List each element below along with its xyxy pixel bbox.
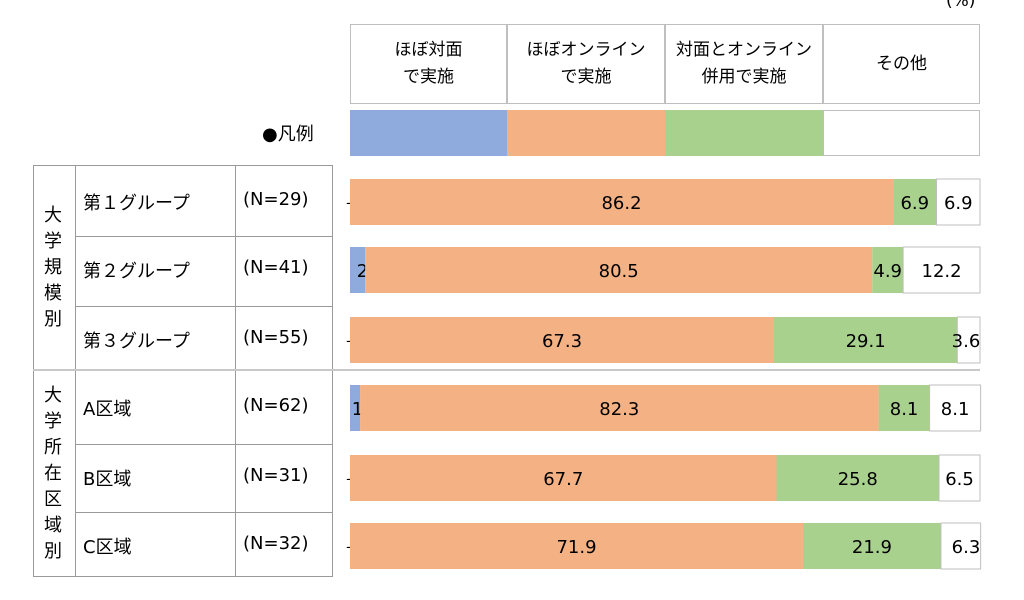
category-label: 第１グループ — [83, 193, 190, 214]
bar-segment-1 — [365, 247, 873, 293]
data-label: 8.1 — [941, 399, 970, 420]
data-label: 8.1 — [890, 399, 919, 420]
bar-segment-3 — [956, 316, 981, 364]
bar-segment-3 — [938, 454, 981, 502]
bar-segment-1 — [350, 179, 894, 225]
data-label: 6.9 — [900, 193, 929, 214]
legend-swatch-2 — [665, 110, 823, 156]
sample-size-label: (N=41) — [243, 257, 309, 278]
legend-label-0: ほぼ対面 で実施 — [350, 24, 507, 104]
data-label: 86.2 — [601, 193, 641, 214]
data-label: 82.3 — [599, 399, 639, 420]
bar-segment-0 — [350, 385, 361, 431]
data-label: 6.5 — [945, 469, 974, 490]
data-label: 67.7 — [543, 469, 583, 490]
sample-size-label: (N=55) — [243, 327, 309, 348]
bar-segment-2 — [773, 317, 958, 363]
data-label: 21.9 — [852, 537, 892, 558]
row-divider — [75, 236, 332, 237]
bar-segment-2 — [776, 455, 940, 501]
data-label: 6.9 — [944, 193, 973, 214]
row-divider — [75, 512, 332, 513]
bar-segment-2 — [872, 247, 904, 293]
data-label: 29.1 — [846, 331, 886, 352]
legend-swatch-1 — [507, 110, 665, 156]
column-divider — [75, 165, 76, 370]
column-divider — [75, 370, 76, 577]
data-label: 67.3 — [542, 331, 582, 352]
data-label: 6.3 — [952, 537, 981, 558]
category-label: A区域 — [83, 399, 132, 420]
legend-label-3: その他 — [823, 24, 980, 104]
sample-size-label: (N=32) — [243, 533, 309, 554]
bar-segment-1 — [350, 523, 803, 569]
category-label: C区域 — [83, 537, 132, 558]
group-label-0: 大学規模別 — [44, 204, 62, 330]
column-divider — [235, 370, 236, 577]
category-label: B区域 — [83, 469, 132, 490]
row-divider — [75, 306, 332, 307]
bar-segment-2 — [878, 385, 930, 431]
data-label: 71.9 — [556, 537, 596, 558]
data-label: 3.6 — [952, 331, 981, 352]
sample-size-label: (N=29) — [243, 189, 309, 210]
category-label: 第２グループ — [83, 261, 190, 282]
bar-segment-0 — [350, 247, 366, 293]
category-label: 第３グループ — [83, 331, 190, 352]
column-divider — [235, 165, 236, 370]
legend-label-1: ほぼオンライン で実施 — [507, 24, 665, 104]
bar-segment-2 — [893, 179, 937, 225]
bar-segment-3 — [929, 384, 982, 432]
bar-segment-3 — [940, 522, 982, 570]
bar-segment-3 — [902, 246, 981, 294]
unit-label: (%) — [946, 0, 976, 11]
bar-segment-2 — [802, 523, 941, 569]
data-label: 25.8 — [838, 469, 878, 490]
bar-segment-1 — [360, 385, 879, 431]
data-label: 12.2 — [922, 261, 962, 282]
row-divider — [75, 444, 332, 445]
sample-size-label: (N=62) — [243, 395, 309, 416]
legend-swatch-3 — [823, 110, 980, 156]
bar-segment-1 — [350, 455, 777, 501]
legend-swatch-0 — [350, 110, 507, 156]
data-label: 80.5 — [599, 261, 639, 282]
data-label: 4.9 — [873, 261, 902, 282]
sample-size-label: (N=31) — [243, 465, 309, 486]
legend-label-2: 対面とオンライン 併用で実施 — [665, 24, 823, 104]
group-separator — [33, 369, 980, 371]
bar-segment-1 — [350, 317, 774, 363]
group-label-1: 大学所在区域別 — [44, 384, 62, 562]
bar-segment-3 — [936, 178, 981, 226]
legend-title: ●凡例 — [262, 124, 314, 145]
